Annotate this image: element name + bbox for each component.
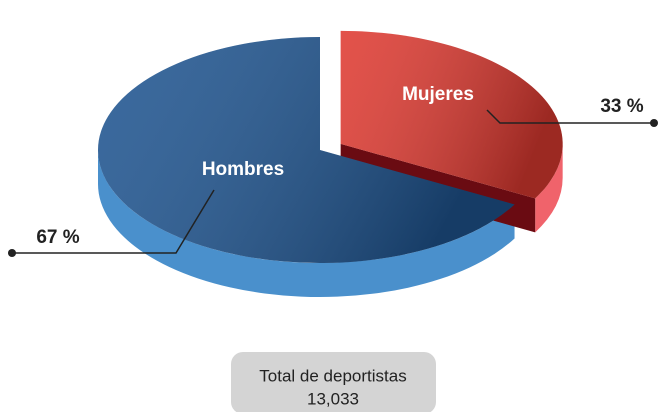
category-label: Mujeres [402, 84, 474, 105]
value-label: 67 % [36, 227, 79, 248]
leader-line [12, 189, 215, 254]
slice-shade [340, 30, 563, 199]
slice-shade [98, 37, 515, 264]
leader-dot [8, 249, 16, 257]
category-label: Hombres [202, 159, 284, 180]
value-label: 33 % [600, 96, 643, 117]
slice-side [98, 150, 515, 298]
leader-dot [650, 119, 658, 127]
total-box [231, 352, 436, 412]
total-label: Total de deportistas [259, 366, 406, 385]
leader-line [486, 109, 654, 124]
slice-side [535, 143, 563, 233]
total-value: 13,033 [307, 389, 359, 408]
pie [98, 30, 563, 298]
